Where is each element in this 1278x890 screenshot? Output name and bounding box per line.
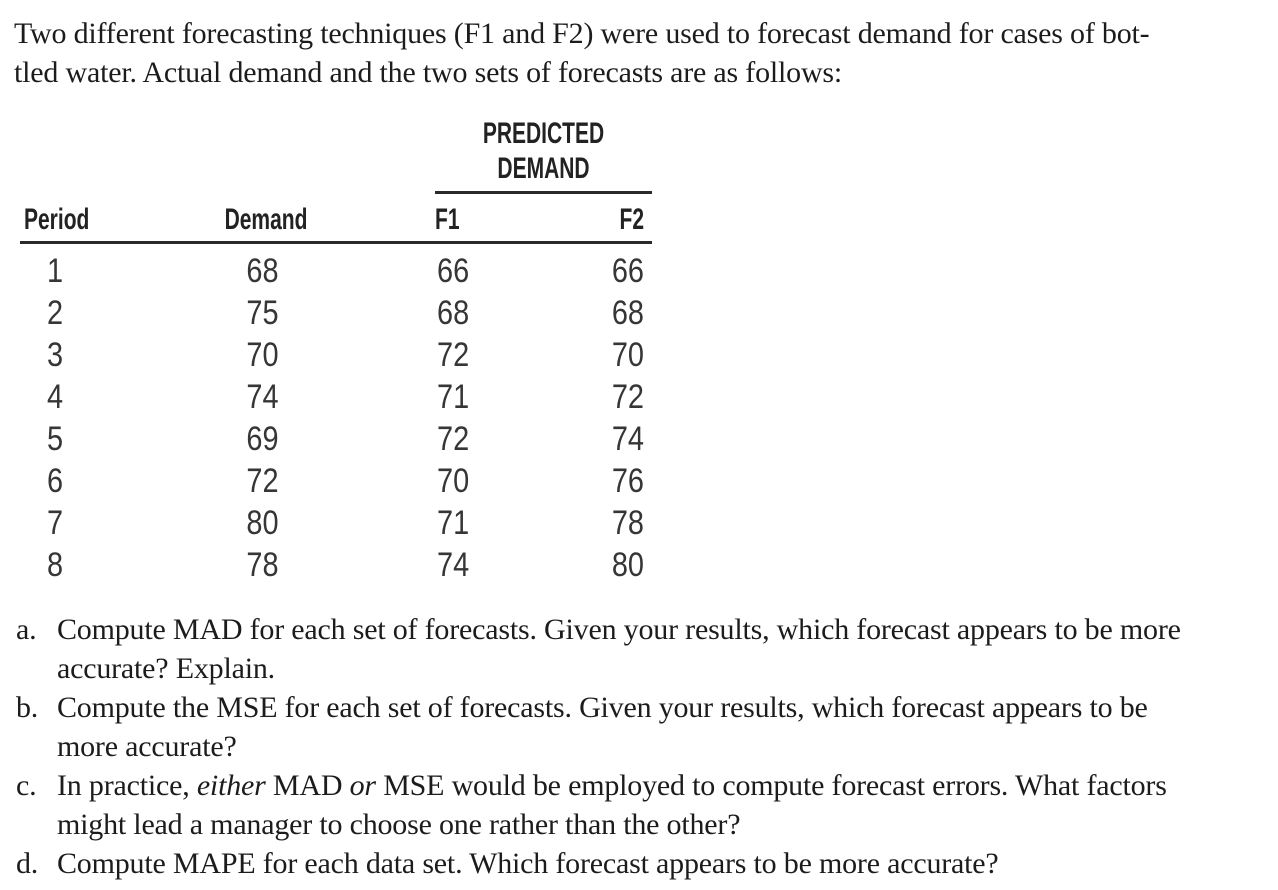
cell-f1: 70: [437, 462, 470, 500]
cell-period: 6: [46, 462, 64, 500]
column-header-demand: Demand: [224, 203, 308, 236]
column-header-period: Period: [24, 203, 90, 236]
cell-period: 2: [46, 294, 64, 332]
cell-f2: 70: [611, 336, 644, 374]
cell-demand: 74: [246, 378, 279, 416]
table-row: 6 72 70 76: [0, 460, 660, 502]
column-header-f2: F2: [619, 203, 644, 236]
table-row: 3 70 72 70: [0, 334, 660, 376]
question-c-seg-5: MSE would be employed to compute forecas…: [375, 769, 1167, 802]
question-d-line-1: Compute MAPE for each data set. Which fo…: [57, 847, 999, 880]
cell-f1: 72: [437, 336, 470, 374]
cell-period: 8: [46, 546, 64, 584]
question-b-label: b.: [16, 691, 39, 724]
spanner-underline: [435, 191, 652, 194]
table-row: 8 78 74 80: [0, 544, 660, 586]
cell-demand: 72: [246, 462, 279, 500]
cell-f1: 71: [437, 378, 470, 416]
question-d: d. Compute MAPE for each data set. Which…: [16, 844, 1274, 883]
cell-f1: 72: [437, 420, 470, 458]
question-a-line-1: Compute MAD for each set of forecasts. G…: [57, 613, 1181, 646]
cell-period: 7: [46, 504, 64, 542]
cell-demand: 78: [246, 546, 279, 584]
question-list: a. Compute MAD for each set of forecasts…: [16, 610, 1274, 883]
question-c: c. In practice, either MAD or MSE would …: [16, 766, 1274, 844]
table-row: 2 75 68 68: [0, 292, 660, 334]
cell-f2: 68: [611, 294, 644, 332]
cell-period: 5: [46, 420, 64, 458]
table-row: 7 80 71 78: [0, 502, 660, 544]
table-row: 5 69 72 74: [0, 418, 660, 460]
cell-f2: 78: [611, 504, 644, 542]
question-c-seg-3: MAD: [265, 769, 350, 802]
spanner-line-2: DEMAND: [497, 152, 590, 185]
intro-line-2: tled water. Actual demand and the two se…: [14, 56, 843, 89]
question-d-label: d.: [16, 847, 39, 880]
cell-f1: 74: [437, 546, 470, 584]
question-c-line-2: might lead a manager to choose one rathe…: [57, 808, 741, 841]
question-b: b. Compute the MSE for each set of forec…: [16, 688, 1274, 766]
question-b-line-2: more accurate?: [57, 730, 237, 763]
cell-f2: 72: [611, 378, 644, 416]
cell-f2: 76: [611, 462, 644, 500]
cell-demand: 70: [246, 336, 279, 374]
question-a-label: a.: [16, 613, 37, 646]
spanner-line-1: PREDICTED: [482, 117, 605, 150]
intro-paragraph: Two different forecasting techniques (F1…: [14, 14, 1274, 92]
table-row: 1 68 66 66: [0, 250, 660, 292]
question-b-line-1: Compute the MSE for each set of forecast…: [57, 691, 1148, 724]
cell-period: 4: [46, 378, 64, 416]
question-c-label: c.: [16, 769, 37, 802]
cell-f1: 68: [437, 294, 470, 332]
cell-demand: 80: [246, 504, 279, 542]
cell-f1: 66: [437, 252, 470, 290]
header-underline: [20, 241, 652, 244]
cell-period: 1: [46, 252, 64, 290]
intro-line-1: Two different forecasting techniques (F1…: [14, 17, 1150, 50]
cell-f2: 66: [611, 252, 644, 290]
question-c-seg-either: either: [196, 769, 266, 802]
table-row: 4 74 71 72: [0, 376, 660, 418]
question-c-line-1: In practice, either MAD or MSE would be …: [57, 766, 1274, 805]
column-header-f1: F1: [435, 203, 460, 236]
table-spanner-header: PREDICTED DEMAND: [468, 116, 620, 186]
cell-demand: 68: [246, 252, 279, 290]
question-a-text: Compute MAD for each set of forecasts. G…: [57, 610, 1274, 688]
cell-f1: 71: [437, 504, 470, 542]
cell-demand: 75: [246, 294, 279, 332]
cell-period: 3: [46, 336, 64, 374]
question-c-seg-or: or: [349, 769, 376, 802]
question-a: a. Compute MAD for each set of forecasts…: [16, 610, 1274, 688]
question-a-line-2: accurate? Explain.: [57, 652, 275, 685]
cell-f2: 74: [611, 420, 644, 458]
question-b-text: Compute the MSE for each set of forecast…: [57, 688, 1274, 766]
cell-f2: 80: [611, 546, 644, 584]
cell-demand: 69: [246, 420, 279, 458]
question-c-text: In practice, either MAD or MSE would be …: [57, 766, 1274, 844]
question-c-seg-1: In practice,: [57, 769, 197, 802]
question-d-text: Compute MAPE for each data set. Which fo…: [57, 844, 1274, 883]
